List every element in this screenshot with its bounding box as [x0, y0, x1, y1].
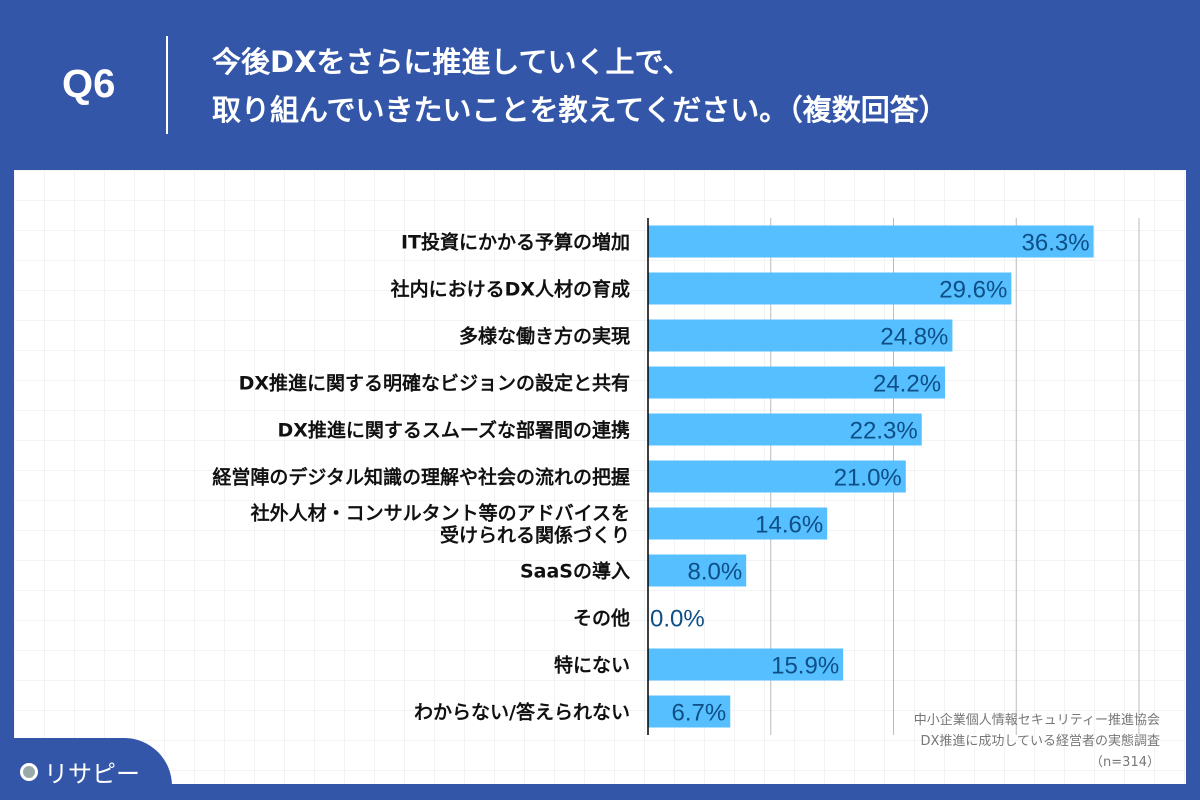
- category-label: その他: [573, 607, 630, 630]
- source-note: 中小企業個人情報セキュリティー推進協会 DX推進に成功している経営者の実態調査 …: [914, 710, 1160, 773]
- category-label: 経営陣のデジタル知識の理解や社会の流れの把握: [212, 466, 630, 489]
- source-line-1: 中小企業個人情報セキュリティー推進協会: [913, 713, 1160, 728]
- category-label: わからない/答えられない: [414, 701, 630, 724]
- title-line-2: 取り組んでいきたいことを教えてください。（複数回答）: [212, 93, 948, 127]
- data-label: 8.0%: [687, 559, 742, 586]
- category-label: 受けられる関係づくり: [440, 524, 630, 547]
- bar: [648, 225, 1094, 258]
- divider: [166, 36, 168, 134]
- data-label: 29.6%: [939, 277, 1007, 304]
- bar: [648, 648, 844, 681]
- category-label: 特にない: [554, 655, 630, 677]
- bar: [648, 319, 953, 352]
- bar: [648, 695, 731, 728]
- data-label: 21.0%: [834, 465, 902, 492]
- bar: [648, 460, 906, 493]
- category-label: 社外人材・コンサルタント等のアドバイスを: [250, 502, 630, 525]
- page-title: 今後DXをさらに推進していく上で、 取り組んでいきたいことを教えてください。（複…: [212, 38, 948, 134]
- bar: [648, 507, 828, 540]
- bar: [648, 272, 1012, 305]
- pin-icon: [20, 762, 38, 781]
- category-label: IT投資にかかる予算の増加: [401, 231, 630, 254]
- data-label: 22.3%: [850, 418, 918, 445]
- data-label: 24.8%: [880, 324, 948, 351]
- data-label: 0.0%: [650, 606, 705, 633]
- title-line-1: 今後DXをさらに推進していく上で、: [212, 45, 692, 79]
- bar: [648, 413, 922, 446]
- data-label: 14.6%: [755, 512, 823, 539]
- sample-size: （n=314）: [1090, 755, 1160, 770]
- bar: [648, 554, 747, 587]
- chart-panel: [14, 170, 1186, 784]
- source-line-2: DX推進に成功している経営者の実態調査: [920, 734, 1160, 749]
- category-label: SaaSの導入: [520, 560, 630, 583]
- data-label: 36.3%: [1022, 230, 1090, 257]
- category-label: DX推進に関するスムーズな部署間の連携: [278, 419, 630, 442]
- data-label: 24.2%: [873, 371, 941, 398]
- data-label: 15.9%: [771, 653, 839, 680]
- logo-tab: リサピー: [0, 738, 172, 800]
- bar: [648, 366, 946, 399]
- question-number: Q6: [62, 62, 116, 106]
- logo-text: リサピー: [44, 760, 140, 788]
- category-label: 社内におけるDX人材の育成: [390, 278, 630, 301]
- category-label: DX推進に関する明確なビジョンの設定と共有: [239, 372, 630, 395]
- data-label: 6.7%: [672, 700, 727, 727]
- category-label: 多様な働き方の実現: [459, 325, 630, 348]
